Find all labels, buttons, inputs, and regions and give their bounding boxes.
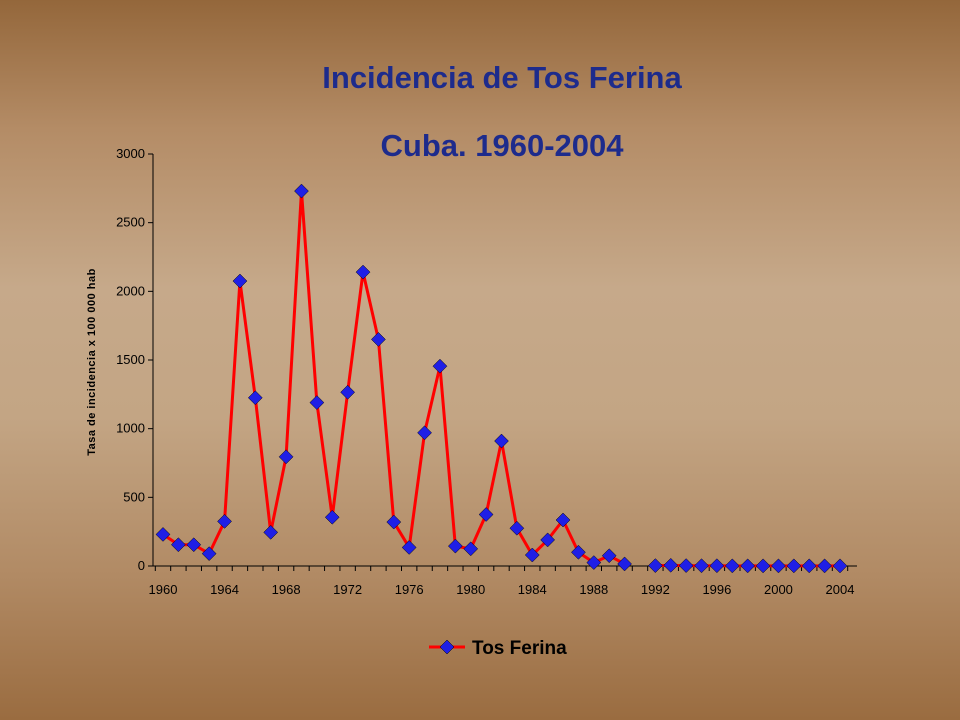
data-point [801, 558, 817, 574]
data-point [678, 558, 694, 573]
data-point [648, 558, 663, 573]
data-point [294, 183, 309, 199]
x-tick-label: 1968 [272, 582, 301, 597]
data-point [309, 395, 325, 410]
data-point [340, 384, 355, 400]
y-tick-label: 3000 [116, 146, 145, 161]
data-point [586, 555, 602, 570]
data-point [447, 538, 463, 554]
data-point [324, 509, 340, 525]
data-point [771, 558, 786, 574]
y-tick-label: 0 [138, 558, 145, 573]
legend-marker-tos-ferina [439, 639, 455, 655]
x-tick-label: 1976 [395, 582, 424, 597]
data-point [386, 514, 402, 530]
chart-subtitle: Cuba. 1960-2004 [380, 128, 624, 163]
x-tick-label: 1960 [149, 582, 178, 597]
data-point [417, 425, 432, 441]
data-point [617, 556, 632, 572]
chart-title: Incidencia de Tos Ferina [322, 60, 682, 95]
data-point [724, 558, 740, 574]
data-point [832, 558, 848, 574]
data-point [355, 264, 371, 280]
data-point [278, 449, 294, 465]
data-point [371, 332, 386, 347]
data-point [478, 507, 494, 522]
y-tick-label: 2500 [116, 215, 145, 230]
plot-area [155, 183, 848, 574]
data-point [217, 514, 232, 529]
y-tick-label: 500 [123, 489, 145, 504]
data-point [263, 524, 279, 540]
data-point [232, 273, 248, 289]
data-point [571, 544, 586, 560]
legend: Tos Ferina [429, 638, 567, 659]
x-tick-label: 1996 [702, 582, 731, 597]
chart-axes: 0 500 1000 1500 2000 2500 3000 1960 1964 1968 1972… [116, 146, 857, 597]
legend-label-tos-ferina: Tos Ferina [472, 638, 567, 659]
data-point [494, 433, 509, 449]
data-point [201, 546, 217, 561]
y-tick-label: 2000 [116, 283, 145, 298]
x-tick-label: 2000 [764, 582, 793, 597]
data-point [555, 512, 571, 528]
y-axis-label: Tasa de incidencia x 100 000 hab [86, 268, 98, 456]
data-point [171, 537, 186, 553]
data-point [663, 557, 679, 573]
y-tick-label: 1000 [116, 421, 145, 436]
data-point [709, 558, 725, 574]
y-tick-label: 1500 [116, 352, 145, 367]
data-point [786, 558, 802, 574]
data-point [432, 358, 448, 374]
x-tick-label: 1988 [579, 582, 608, 597]
data-point [247, 390, 263, 406]
data-point [540, 532, 556, 548]
data-point [509, 520, 525, 536]
data-point [694, 558, 709, 574]
data-point [524, 547, 540, 563]
x-tick-label: 1972 [333, 582, 362, 597]
data-point [740, 558, 756, 574]
data-point [601, 548, 617, 564]
x-tick-label: 2004 [826, 582, 855, 597]
data-point [817, 558, 832, 574]
data-point [755, 558, 771, 574]
x-tick-label: 1964 [210, 582, 239, 597]
data-point [401, 540, 417, 555]
data-point [186, 537, 202, 553]
x-tick-label: 1992 [641, 582, 670, 597]
data-point [155, 527, 171, 542]
x-tick-label: 1984 [518, 582, 547, 597]
data-point [463, 541, 479, 557]
x-tick-label: 1980 [456, 582, 485, 597]
series-line-tos-ferina [162, 189, 626, 566]
